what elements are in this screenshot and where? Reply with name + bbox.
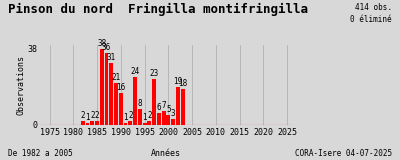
- Text: Pinson du nord  Fringilla montifringilla: Pinson du nord Fringilla montifringilla: [8, 3, 308, 16]
- Text: 2: 2: [90, 111, 95, 120]
- Bar: [119, 93, 123, 125]
- Text: 23: 23: [150, 69, 159, 78]
- Bar: [128, 121, 132, 125]
- Text: 24: 24: [130, 67, 140, 76]
- Text: 2: 2: [80, 111, 85, 120]
- Bar: [81, 121, 85, 125]
- Bar: [176, 87, 180, 125]
- Text: 7: 7: [161, 101, 166, 110]
- Bar: [138, 109, 142, 125]
- Bar: [86, 123, 90, 125]
- Text: 31: 31: [107, 53, 116, 62]
- Text: De 1982 a 2005: De 1982 a 2005: [8, 149, 73, 158]
- Text: 414 obs.
0 éliminé: 414 obs. 0 éliminé: [350, 3, 392, 24]
- Bar: [124, 123, 128, 125]
- Bar: [181, 89, 184, 125]
- Text: 5: 5: [166, 105, 171, 114]
- Text: 1: 1: [85, 113, 90, 122]
- Y-axis label: Observations: Observations: [17, 55, 26, 115]
- Text: 38: 38: [97, 39, 106, 48]
- Bar: [152, 79, 156, 125]
- Text: 2: 2: [147, 111, 152, 120]
- Bar: [171, 119, 175, 125]
- Text: CORA-Isere 04-07-2025: CORA-Isere 04-07-2025: [295, 149, 392, 158]
- Text: 16: 16: [116, 83, 126, 92]
- Bar: [90, 121, 94, 125]
- Text: 6: 6: [156, 103, 161, 112]
- Text: 36: 36: [102, 43, 111, 52]
- Bar: [110, 63, 113, 125]
- Bar: [148, 121, 151, 125]
- Text: 1: 1: [123, 113, 128, 122]
- Text: 18: 18: [178, 79, 187, 88]
- Bar: [162, 111, 166, 125]
- Bar: [95, 121, 99, 125]
- Text: 1: 1: [142, 113, 147, 122]
- Bar: [157, 113, 161, 125]
- Text: Années: Années: [151, 149, 181, 158]
- Bar: [100, 49, 104, 125]
- Text: 2: 2: [95, 111, 99, 120]
- Bar: [105, 53, 108, 125]
- Bar: [143, 123, 146, 125]
- Text: 3: 3: [171, 109, 176, 118]
- Text: 2: 2: [128, 111, 133, 120]
- Bar: [114, 83, 118, 125]
- Text: 21: 21: [112, 73, 121, 82]
- Bar: [166, 115, 170, 125]
- Text: 8: 8: [138, 99, 142, 108]
- Bar: [133, 77, 137, 125]
- Text: 19: 19: [173, 77, 182, 86]
